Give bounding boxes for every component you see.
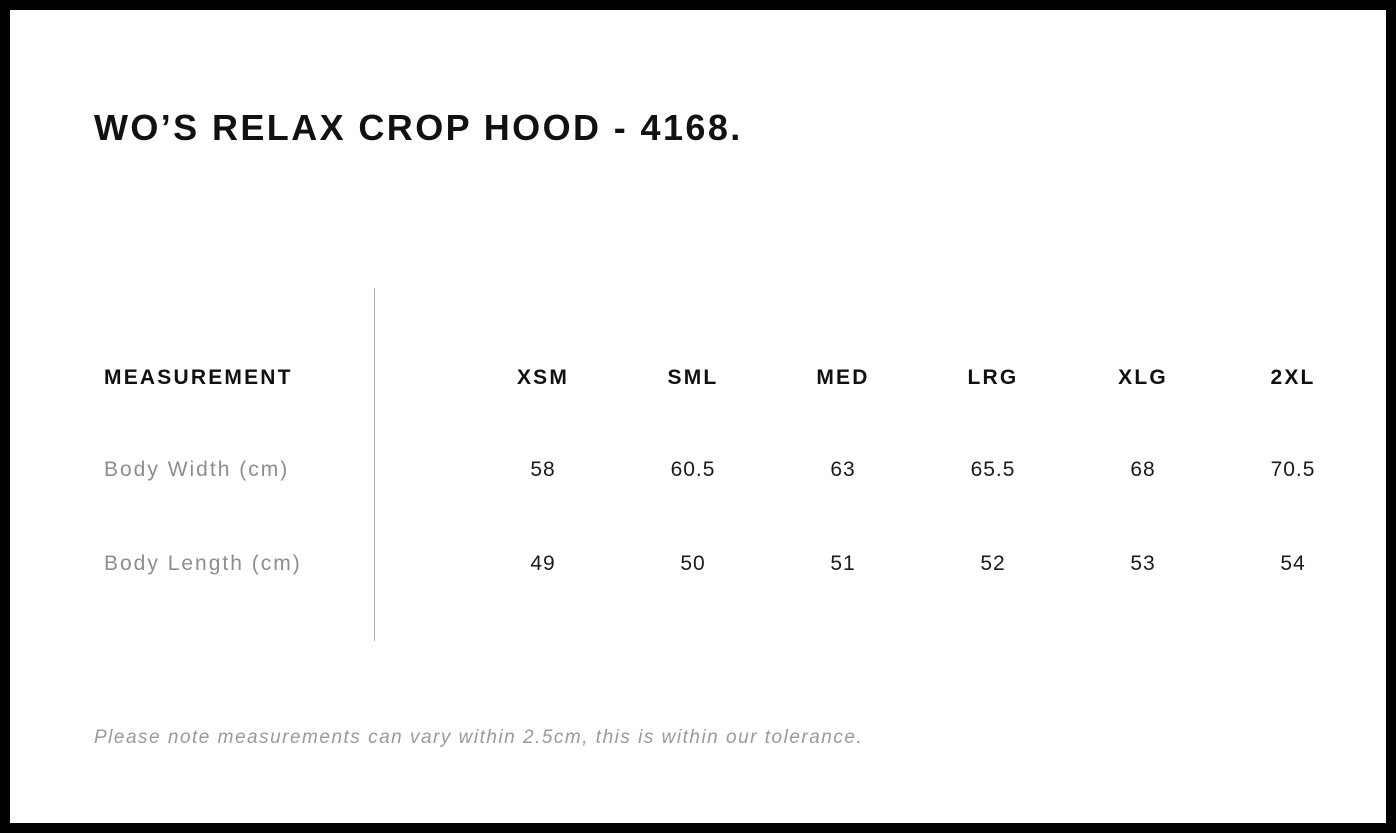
column-header-measurement: MEASUREMENT (104, 366, 293, 389)
cell-body-width-med: 63 (830, 458, 856, 481)
cell-body-width-xlg: 68 (1130, 458, 1156, 481)
size-chart-table: MEASUREMENT XSM SML MED LRG XLG 2XL Body… (94, 350, 1314, 592)
table-row: Body Width (cm) 58 60.5 63 65.5 68 70.5 (94, 442, 1314, 498)
cell-body-length-xlg: 53 (1130, 552, 1156, 575)
cell-body-length-med: 51 (830, 552, 856, 575)
column-header-sml: SML (667, 366, 719, 389)
row-label-body-width: Body Width (cm) (104, 458, 290, 481)
cell-body-length-xsm: 49 (530, 552, 556, 575)
table-row: Body Length (cm) 49 50 51 52 53 54 (94, 536, 1305, 592)
cell-body-width-lrg: 65.5 (970, 458, 1016, 481)
cell-body-length-sml: 50 (680, 552, 706, 575)
cell-body-width-xsm: 58 (530, 458, 556, 481)
card-body: WO’S RELAX CROP HOOD - 4168. MEASUREMENT… (10, 10, 1386, 823)
page-title: WO’S RELAX CROP HOOD - 4168. (94, 107, 743, 148)
cell-body-width-2xl: 70.5 (1270, 458, 1316, 481)
column-header-xlg: XLG (1118, 366, 1168, 389)
column-header-med: MED (816, 366, 870, 389)
column-divider-line (374, 288, 375, 641)
cell-body-width-sml: 60.5 (670, 458, 716, 481)
row-label-body-length: Body Length (cm) (104, 552, 302, 575)
column-header-lrg: LRG (967, 366, 1019, 389)
cell-body-length-2xl: 54 (1280, 552, 1306, 575)
tolerance-note: Please note measurements can vary within… (94, 727, 864, 748)
column-header-2xl: 2XL (1270, 366, 1316, 389)
table-header-row: MEASUREMENT XSM SML MED LRG XLG 2XL (94, 350, 1313, 406)
column-header-xsm: XSM (516, 366, 570, 389)
cell-body-length-lrg: 52 (980, 552, 1006, 575)
